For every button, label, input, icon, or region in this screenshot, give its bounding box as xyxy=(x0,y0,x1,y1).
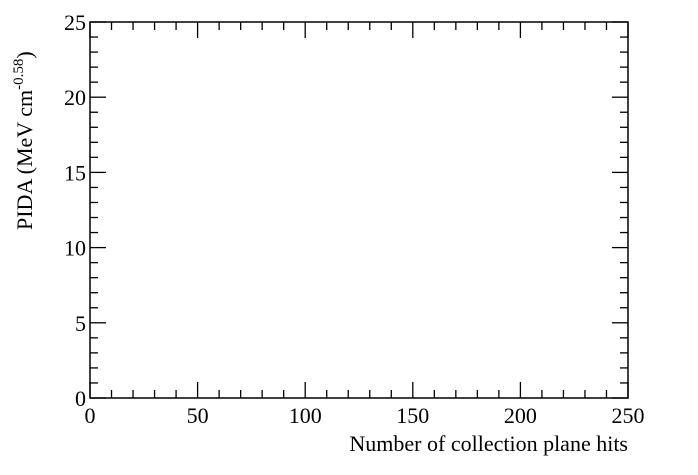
x-tick-label: 250 xyxy=(612,403,645,428)
y-tick-label: 0 xyxy=(75,386,86,411)
y-tick-label: 10 xyxy=(64,236,86,261)
plot-frame xyxy=(89,21,629,399)
y-tick-label: 15 xyxy=(64,160,86,185)
y-tick-label: 20 xyxy=(64,85,86,110)
y-axis-title: PIDA (MeV cm-0.58) xyxy=(11,51,37,230)
y-axis-title-close: ) xyxy=(12,51,37,58)
x-tick-label: 100 xyxy=(289,403,322,428)
x-tick-label: 50 xyxy=(187,403,209,428)
axis-ticks xyxy=(89,21,629,399)
y-tick-label: 5 xyxy=(75,311,86,336)
y-tick-label: 25 xyxy=(64,10,86,35)
y-axis-title-main: PIDA (MeV cm xyxy=(12,90,37,230)
y-axis-title-exponent: -0.58 xyxy=(11,59,27,90)
x-tick-label: 200 xyxy=(504,403,537,428)
x-tick-label: 0 xyxy=(85,403,96,428)
y-tick-labels: 0 5 10 15 20 25 xyxy=(64,10,86,411)
x-tick-label: 150 xyxy=(396,403,429,428)
x-tick-labels: 0 50 100 150 200 250 xyxy=(85,403,645,428)
x-axis-title: Number of collection plane hits xyxy=(349,431,628,456)
